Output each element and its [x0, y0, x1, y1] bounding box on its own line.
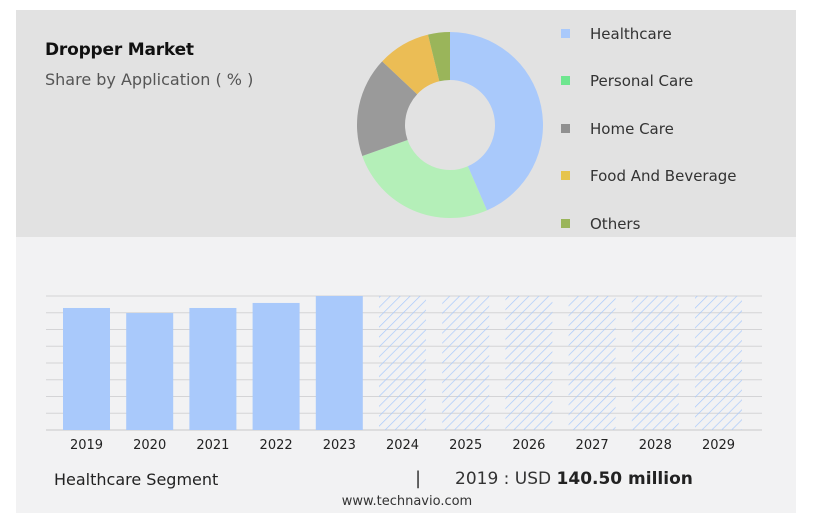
- legend-swatch-personal-care: [561, 76, 570, 85]
- legend-label: Food And Beverage: [590, 167, 737, 185]
- bar-2021[interactable]: [189, 307, 237, 430]
- forecast-bar-2024[interactable]: [379, 296, 426, 430]
- x-tick-label: 2029: [702, 438, 735, 453]
- chart-subtitle: Share by Application ( % ): [45, 70, 254, 89]
- x-tick-label: 2024: [386, 438, 419, 453]
- legend-label: Healthcare: [590, 25, 672, 43]
- forecast-bar-2028[interactable]: [631, 296, 679, 430]
- x-tick-label: 2019: [70, 438, 103, 453]
- x-tick-label: 2025: [449, 438, 482, 453]
- donut-slice-food-and-beverage[interactable]: [382, 34, 440, 95]
- legend-swatch-food-and-beverage: [561, 171, 570, 180]
- legend-label: Personal Care: [590, 72, 694, 90]
- legend-swatch-others: [561, 219, 570, 228]
- forecast-bar-2026[interactable]: [505, 296, 553, 430]
- bar-chart: 2019 2020 2021 2022 2023 2024 2025 2026 2027 2028…: [46, 295, 762, 453]
- segment-label: Healthcare Segment: [54, 470, 219, 489]
- chart-title: Dropper Market: [45, 40, 194, 60]
- segment-value-prefix: 2019 : USD: [455, 469, 552, 489]
- bar-2023[interactable]: [315, 296, 363, 430]
- forecast-bar-2025[interactable]: [442, 296, 490, 430]
- x-tick-label: 2021: [196, 438, 229, 453]
- bar-2019[interactable]: [63, 307, 110, 430]
- segment-value: 2019 : USD 140.50 million: [455, 469, 693, 489]
- donut-slice-personal-care[interactable]: [362, 139, 487, 218]
- segment-value-amount: 140.50 million: [556, 469, 693, 489]
- footer-separator: |: [415, 468, 422, 489]
- source-link[interactable]: www.technavio.com: [341, 494, 473, 509]
- x-tick-label: 2026: [512, 438, 545, 453]
- donut-slice-healthcare[interactable]: [450, 32, 543, 211]
- legend-swatch-home-care: [561, 124, 570, 133]
- legend-label: Home Care: [590, 120, 674, 138]
- legend-label: Others: [590, 215, 641, 233]
- x-tick-label: 2022: [260, 438, 293, 453]
- donut-slice-home-care[interactable]: [357, 61, 418, 156]
- x-tick-label: 2027: [576, 438, 609, 453]
- bar-2022[interactable]: [252, 302, 300, 430]
- forecast-bar-2029[interactable]: [695, 296, 742, 430]
- donut-slice-others[interactable]: [428, 32, 450, 82]
- x-tick-label: 2020: [133, 438, 166, 453]
- x-tick-label: 2023: [323, 438, 356, 453]
- legend-swatch-healthcare: [561, 29, 570, 38]
- bar-2020[interactable]: [126, 313, 174, 430]
- donut-chart: [357, 32, 543, 218]
- forecast-bar-2027[interactable]: [568, 296, 616, 430]
- x-tick-label: 2028: [639, 438, 672, 453]
